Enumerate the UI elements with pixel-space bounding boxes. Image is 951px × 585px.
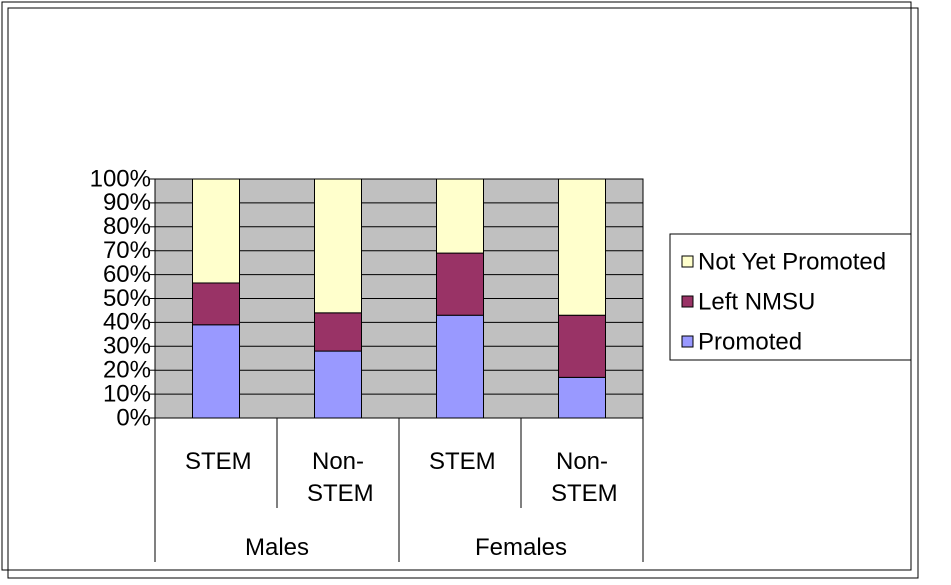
y-tick-label: 70% bbox=[103, 237, 151, 264]
chart-frame bbox=[7, 7, 919, 579]
legend-label: Left NMSU bbox=[698, 288, 815, 315]
bar-segment bbox=[314, 350, 362, 419]
bar-segment bbox=[314, 178, 362, 314]
x-tick-label: STEM bbox=[185, 448, 252, 475]
bar-segment bbox=[314, 312, 362, 352]
bar-segment bbox=[436, 314, 484, 419]
y-tick-label: 90% bbox=[103, 189, 151, 216]
x-tick-label: Non-STEM bbox=[307, 448, 374, 507]
y-tick-label: 0% bbox=[116, 404, 151, 431]
y-tick-label: 50% bbox=[103, 285, 151, 312]
bar-segment bbox=[436, 252, 484, 316]
y-tick-label: 60% bbox=[103, 261, 151, 288]
bar-segment bbox=[192, 324, 240, 419]
group-label: Males bbox=[244, 534, 310, 561]
y-tick-label: 30% bbox=[103, 333, 151, 360]
bar-segment bbox=[436, 178, 484, 254]
bar-segment bbox=[192, 178, 240, 284]
x-tick-label: Non-STEM bbox=[551, 448, 618, 507]
bar-segment bbox=[192, 282, 240, 326]
x-tick-label: STEM bbox=[429, 448, 496, 475]
bar-segment bbox=[558, 314, 606, 378]
legend-swatch bbox=[681, 295, 694, 308]
legend-label: Promoted bbox=[698, 328, 802, 355]
legend-box bbox=[669, 233, 912, 361]
y-tick-label: 80% bbox=[103, 213, 151, 240]
y-tick-label: 100% bbox=[90, 165, 151, 192]
legend-swatch bbox=[681, 335, 694, 348]
y-tick-label: 20% bbox=[103, 357, 151, 384]
group-label: Females bbox=[474, 534, 568, 561]
y-tick-label: 10% bbox=[103, 380, 151, 407]
y-tick-label: 40% bbox=[103, 309, 151, 336]
legend-swatch bbox=[681, 255, 694, 268]
bar-segment bbox=[558, 376, 606, 419]
legend-label: Not Yet Promoted bbox=[698, 248, 886, 275]
bar-segment bbox=[558, 178, 606, 316]
